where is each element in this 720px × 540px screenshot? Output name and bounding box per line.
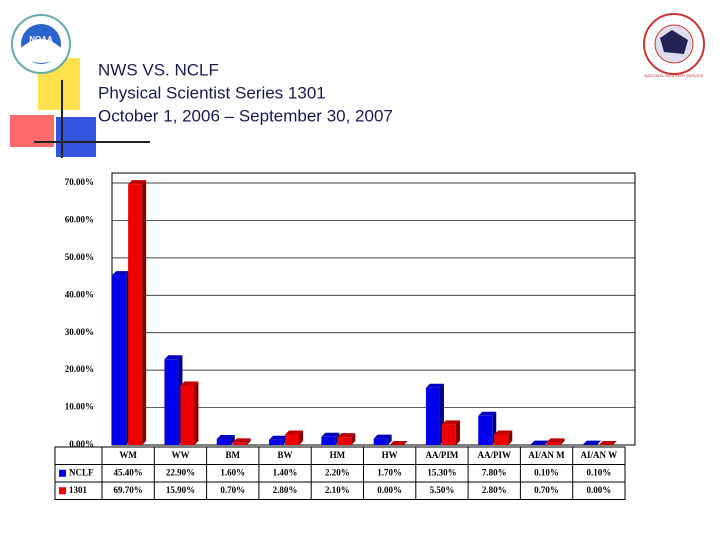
data-label: 0.00% xyxy=(377,485,402,495)
bar-top xyxy=(285,430,304,435)
bar-top xyxy=(321,432,340,437)
x-tick-label: AA/PIM xyxy=(425,450,458,460)
bar-top xyxy=(582,440,601,445)
chart-title: Physical Scientist Series 1301 xyxy=(98,83,326,102)
logo-text: NATIONAL WEATHER SERVICE xyxy=(645,73,704,78)
bar xyxy=(337,437,352,445)
bar-top xyxy=(389,441,408,445)
bar-side xyxy=(560,438,565,445)
bar-top xyxy=(112,271,131,276)
bar xyxy=(373,438,388,445)
y-tick-label: 40.00% xyxy=(65,289,94,299)
x-tick-label: AI/AN W xyxy=(581,450,618,460)
data-label: 2.10% xyxy=(325,485,350,495)
noaa-logo: NOAA xyxy=(11,14,71,74)
bar xyxy=(441,424,456,445)
bar xyxy=(216,439,231,445)
x-tick-label: AI/AN M xyxy=(528,450,565,460)
bar-top xyxy=(373,434,392,439)
bar-top xyxy=(530,440,549,445)
bar-top xyxy=(216,435,235,440)
bar xyxy=(269,439,284,445)
bar-top xyxy=(164,355,183,360)
data-label: 2.20% xyxy=(325,467,350,477)
x-tick-label: WW xyxy=(171,450,189,460)
bar-top xyxy=(337,433,356,438)
data-label: 1.70% xyxy=(377,467,402,477)
bar xyxy=(285,434,300,445)
data-label: 0.00% xyxy=(586,485,611,495)
bar-top xyxy=(269,435,288,440)
bar-top xyxy=(128,180,147,185)
bar-side xyxy=(142,180,147,445)
bar-side xyxy=(351,433,356,445)
y-tick-label: 30.00% xyxy=(65,327,94,337)
data-label: 2.80% xyxy=(482,485,507,495)
bar xyxy=(112,275,127,445)
bar-side xyxy=(246,438,251,445)
data-label: 1.40% xyxy=(273,467,298,477)
legend-swatch xyxy=(59,487,66,495)
bar-side xyxy=(299,430,304,445)
bar-top xyxy=(180,381,199,386)
chart-title: NWS VS. NCLF xyxy=(98,60,219,79)
x-tick-label: HM xyxy=(330,450,346,460)
legend-label: 1301 xyxy=(69,485,88,495)
chart-title: October 1, 2006 – September 30, 2007 xyxy=(98,106,393,125)
data-label: 5.50% xyxy=(430,485,455,495)
legend-swatch xyxy=(59,469,66,477)
bar-side xyxy=(455,420,460,445)
data-label: 2.80% xyxy=(273,485,298,495)
data-label: 15.90% xyxy=(166,485,195,495)
data-label: 7.80% xyxy=(482,467,507,477)
y-tick-label: 50.00% xyxy=(65,252,94,262)
bar-top xyxy=(598,441,617,445)
bar-top xyxy=(546,438,565,443)
y-tick-label: 70.00% xyxy=(65,177,94,187)
bar-top xyxy=(425,383,444,388)
x-tick-label: AA/PIW xyxy=(478,450,512,460)
bar-side xyxy=(508,430,513,445)
bar-side xyxy=(596,440,601,445)
data-label: 0.10% xyxy=(586,467,611,477)
data-label: 22.90% xyxy=(166,467,195,477)
bar-top xyxy=(232,438,251,443)
x-tick-label: BM xyxy=(226,450,241,460)
bar-top xyxy=(441,420,460,425)
bar-side xyxy=(194,381,199,445)
bar-top xyxy=(478,411,497,416)
bar xyxy=(128,184,143,445)
legend-label: NCLF xyxy=(69,467,94,477)
logo-text: NOAA xyxy=(29,35,53,44)
bar-side xyxy=(230,435,235,445)
data-label: 45.40% xyxy=(114,467,143,477)
x-tick-label: BW xyxy=(278,450,293,460)
y-tick-label: 10.00% xyxy=(65,402,94,412)
bar xyxy=(494,434,509,445)
y-tick-label: 0.00% xyxy=(69,439,94,449)
bar-side xyxy=(387,434,392,445)
data-label: 0.70% xyxy=(220,485,245,495)
bar xyxy=(321,436,336,445)
bar xyxy=(425,387,440,445)
bar xyxy=(232,442,247,445)
nws-logo: NATIONAL WEATHER SERVICE xyxy=(643,13,705,78)
x-tick-label: HW xyxy=(382,450,398,460)
bar xyxy=(546,442,561,445)
data-label: 1.60% xyxy=(220,467,245,477)
data-label: 69.70% xyxy=(114,485,143,495)
y-tick-label: 60.00% xyxy=(65,214,94,224)
data-label: 15.30% xyxy=(427,467,456,477)
data-label: 0.10% xyxy=(534,467,559,477)
x-tick-label: WM xyxy=(119,450,137,460)
data-label: 0.70% xyxy=(534,485,559,495)
y-tick-label: 20.00% xyxy=(65,364,94,374)
bar xyxy=(478,415,493,445)
bar-top xyxy=(494,430,513,435)
bar xyxy=(180,385,195,445)
bar xyxy=(164,359,179,445)
